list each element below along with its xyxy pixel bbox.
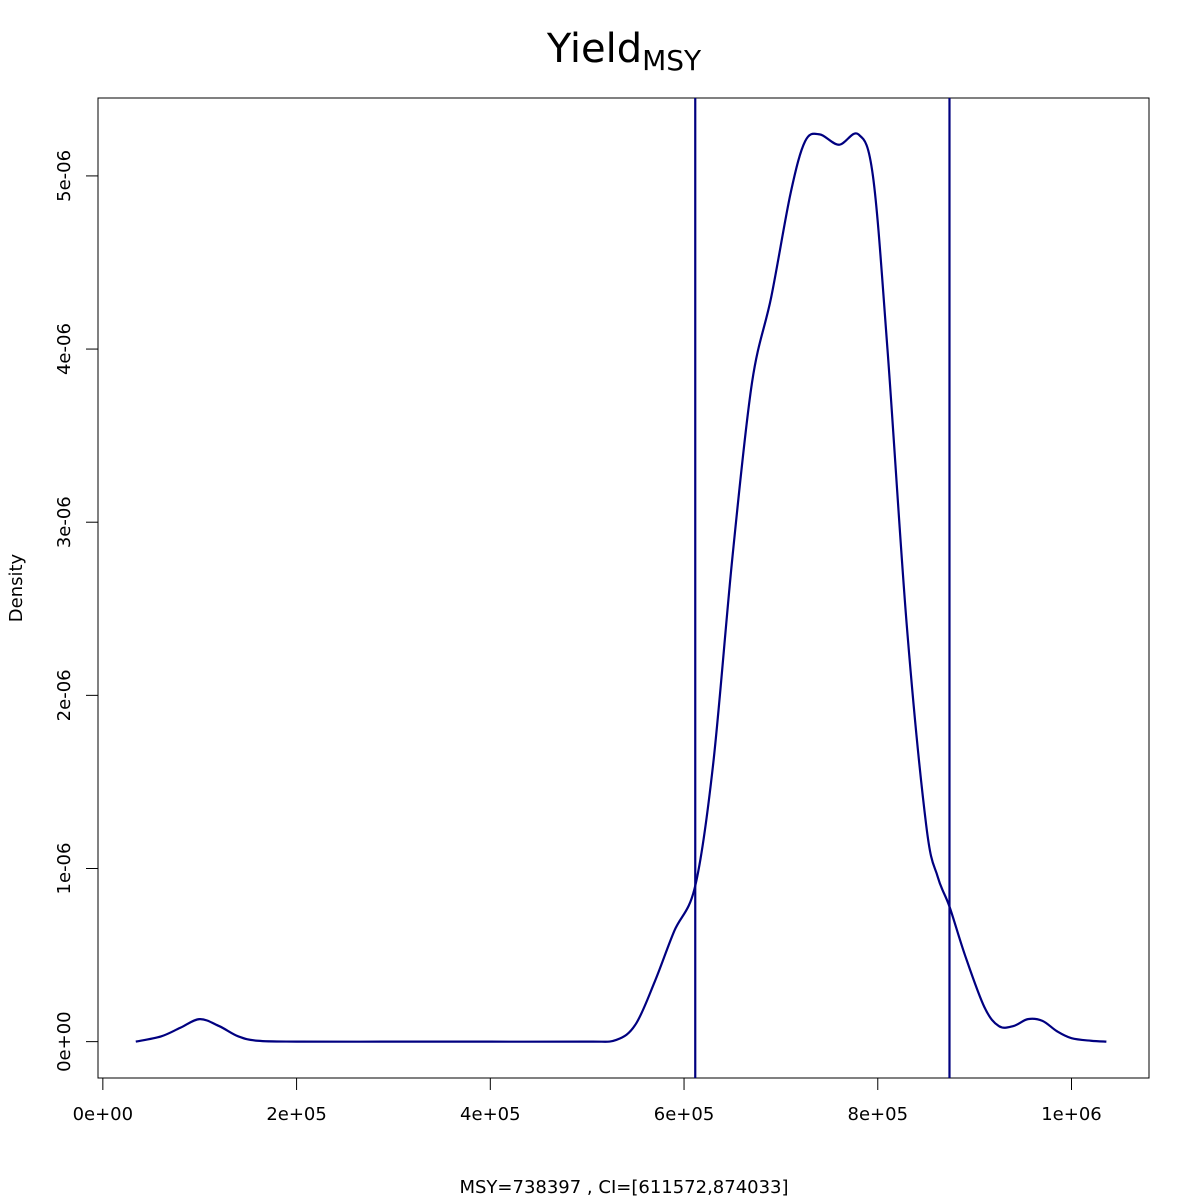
y-axis-label: Density [6, 553, 27, 622]
y-tick-label: 1e-06 [54, 843, 75, 895]
series-layer [135, 132, 1107, 1043]
x-tick-label: 0e+00 [73, 1104, 134, 1125]
y-tick-label: 0e+00 [54, 1011, 75, 1072]
y-tick-label: 3e-06 [54, 496, 75, 548]
y-tick-label: 5e-06 [54, 150, 75, 202]
x-tick-label: 8e+05 [848, 1104, 909, 1125]
y-tick-label: 4e-06 [54, 323, 75, 375]
y-axis: 0e+00 1e-06 2e-06 3e-06 4e-06 5e-06 [54, 150, 99, 1072]
x-tick-label: 4e+05 [460, 1104, 521, 1125]
chart-title-subscript: MSY [642, 44, 702, 77]
ci-lines [694, 98, 951, 1078]
x-tick-label: 1e+06 [1041, 1104, 1102, 1125]
chart-title: YieldMSY [546, 26, 702, 77]
x-axis: 0e+00 2e+05 4e+05 6e+05 8e+05 1e+06 [73, 1077, 1102, 1125]
density-curve [135, 132, 1107, 1043]
plot-frame [97, 97, 1150, 1079]
x-tick-label: 6e+05 [654, 1104, 715, 1125]
chart-title-main: Yield [546, 26, 642, 72]
x-axis-label: MSY=738397 , CI=[611572,874033] [459, 1177, 788, 1198]
y-tick-label: 2e-06 [54, 669, 75, 721]
x-tick-label: 2e+05 [266, 1104, 327, 1125]
